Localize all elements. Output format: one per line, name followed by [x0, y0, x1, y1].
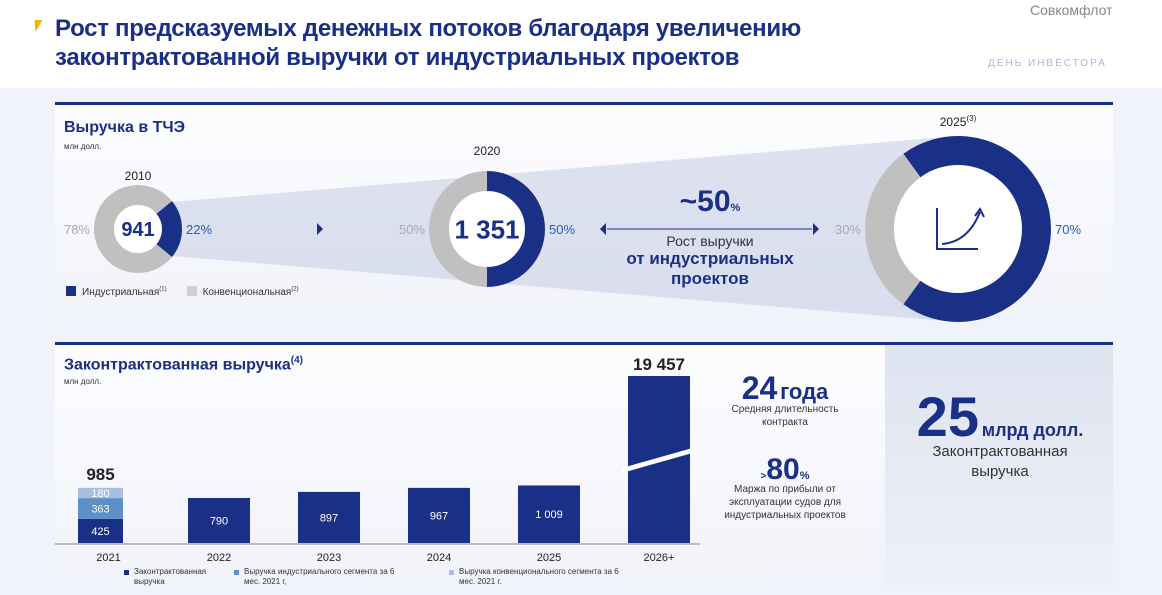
- header: Рост предсказуемых денежных потоков благ…: [0, 0, 1162, 88]
- arrow-left-icon: [600, 223, 606, 235]
- bar-segment: [78, 518, 123, 543]
- x-tick-label: 2025: [537, 552, 561, 564]
- donut-pct-conventional: 50%: [399, 222, 425, 237]
- arrow-right-icon: [813, 223, 819, 235]
- bar-segment: [78, 498, 123, 519]
- stat-contract-duration: 24 года Средняя длительность контракта: [731, 370, 839, 428]
- stat-margin: >80% Маржа по прибыли от эксплуатации су…: [724, 453, 846, 522]
- growth-wedge: [160, 136, 958, 322]
- bar-value-label: 1 009: [535, 509, 563, 521]
- title-line-1: Рост предсказуемых денежных потоков благ…: [55, 15, 801, 42]
- revenue-unit: млн долл.: [64, 142, 102, 151]
- bar-segment: [78, 487, 123, 499]
- bar-segment: [188, 497, 250, 543]
- donut-slice-conventional: [94, 185, 172, 273]
- growth-chart-icon: [936, 207, 985, 250]
- donut-slice-conventional: [429, 171, 488, 287]
- page-title: Рост предсказуемых денежных потоков благ…: [55, 14, 801, 72]
- growth-callout: ~50% Рост выручки от индустриальных прое…: [600, 185, 820, 289]
- donut-pct-industrial: 50%: [549, 222, 575, 237]
- donut-slice-industrial: [486, 171, 545, 287]
- bar-legend-industrial: Выручка индустриального сегмента за 6 ме…: [234, 567, 404, 587]
- donut-total: 941: [121, 219, 154, 241]
- axis-break-mark: [622, 447, 696, 473]
- legend-industrial: Индустриальная(1): [66, 286, 167, 298]
- bar-segment: [408, 487, 470, 543]
- arrow-right-icon: [317, 223, 323, 235]
- x-tick-label: 2026+: [644, 552, 675, 564]
- bar-value-label: 180: [91, 488, 109, 500]
- donut-pct-conventional: 30%: [835, 222, 861, 237]
- bar-value-label: 425: [91, 526, 109, 538]
- growth-value: ~50%: [679, 185, 741, 218]
- donut-total: 1 351: [454, 214, 519, 244]
- x-tick-label: 2021: [96, 552, 120, 564]
- growth-line2: от индустриальных: [626, 249, 794, 268]
- event-label: ДЕНЬ ИНВЕСТОРА: [988, 58, 1107, 69]
- x-tick-label: 2024: [427, 552, 451, 564]
- contracted-title: Законтрактованная выручка(4): [64, 355, 303, 374]
- growth-line3: проектов: [671, 269, 749, 288]
- donut-pct-industrial: 70%: [1055, 222, 1081, 237]
- logo: Совкомфлот: [1030, 2, 1113, 18]
- bar-total-label: 985: [86, 465, 114, 484]
- stat-total-contracted: 25 млрд долл. Законтрактованная выручка: [916, 385, 1084, 481]
- bar-legend-conventional: Выручка конвенционального сегмента за 6 …: [449, 567, 629, 587]
- bar-value-label: 897: [320, 512, 338, 524]
- x-tick-label: 2023: [317, 552, 341, 564]
- legend-conventional: Конвенциональная(2): [186, 286, 299, 298]
- contracted-unit: млн долл.: [64, 377, 102, 386]
- revenue-title: Выручка в ТЧЭ: [64, 119, 185, 136]
- donut-year: 2010: [125, 169, 152, 183]
- total-contracted-box: [885, 345, 1113, 588]
- bar-segment: [298, 491, 360, 543]
- donut-slice-industrial: [156, 200, 182, 258]
- donut-year: 2020: [474, 144, 501, 158]
- bar-value-label: 967: [430, 510, 448, 522]
- donut-slice-conventional: [865, 153, 921, 305]
- donut-pct-industrial: 22%: [186, 222, 212, 237]
- title-line-2: законтрактованной выручки от индустриаль…: [55, 44, 740, 71]
- bar-value-label: 790: [210, 515, 228, 527]
- bar-value-label: 363: [91, 503, 109, 515]
- bar-segment: [518, 485, 580, 543]
- revenue-legend: Индустриальная(1) Конвенциональная(2): [66, 286, 299, 298]
- bar-total-label: 19 457: [633, 355, 685, 374]
- bar-legend-contracted: Законтрактованная выручка: [124, 567, 219, 587]
- donut-slice-industrial: [903, 136, 1051, 322]
- donut-pct-conventional: 78%: [64, 222, 90, 237]
- growth-line1: Рост выручки: [666, 233, 754, 249]
- x-tick-label: 2022: [207, 552, 231, 564]
